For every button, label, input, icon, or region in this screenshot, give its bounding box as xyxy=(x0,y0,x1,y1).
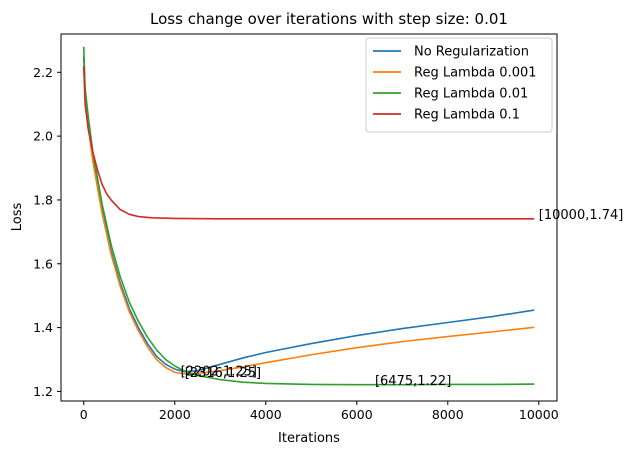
legend-label: Reg Lambda 0.1 xyxy=(414,108,520,123)
x-tick-label: 6000 xyxy=(341,407,373,422)
series-group xyxy=(82,46,535,386)
y-tick-label: 2.0 xyxy=(33,129,53,144)
x-axis: 0 2000 4000 6000 8000 10000 xyxy=(80,401,559,422)
data-annotation: [6475,1.22] xyxy=(375,374,451,389)
x-tick-label: 2000 xyxy=(159,407,191,422)
annotation-group: [10000,1.74] [6475,1.22] [2202,1.25][2316,… xyxy=(181,208,624,389)
legend-label: Reg Lambda 0.01 xyxy=(414,87,528,102)
y-axis-label: Loss xyxy=(10,203,25,232)
data-annotation: [2316,1.25] xyxy=(185,366,261,381)
data-annotation: [2202,1.25] xyxy=(181,364,257,379)
y-tick-label: 1.4 xyxy=(33,320,53,335)
x-tick-label: 10000 xyxy=(519,407,559,422)
series-line-2 xyxy=(82,65,535,375)
y-tick-label: 1.6 xyxy=(33,256,53,271)
x-tick-label: 8000 xyxy=(432,407,464,422)
x-tick-label: 0 xyxy=(80,407,88,422)
plot-frame xyxy=(60,33,558,402)
series-line-4 xyxy=(82,65,535,220)
legend-box xyxy=(365,37,553,133)
y-tick-label: 1.2 xyxy=(33,384,53,399)
x-axis-label: Iterations xyxy=(278,431,340,446)
y-axis: 1.2 1.4 1.6 1.8 2.0 2.2 xyxy=(33,65,61,399)
legend: No Regularization Reg Lambda 0.001 Reg Lam… xyxy=(365,37,553,133)
legend-label: Reg Lambda 0.001 xyxy=(414,66,537,81)
series-line-3 xyxy=(82,46,535,386)
y-tick-label: 1.8 xyxy=(33,192,53,207)
chart-title: Loss change over iterations with step si… xyxy=(150,10,508,28)
y-tick-label: 2.2 xyxy=(33,65,53,80)
plot-area xyxy=(60,33,558,402)
x-tick-label: 4000 xyxy=(250,407,282,422)
data-annotation: [10000,1.74] xyxy=(539,208,624,223)
legend-label: No Regularization xyxy=(414,45,529,60)
